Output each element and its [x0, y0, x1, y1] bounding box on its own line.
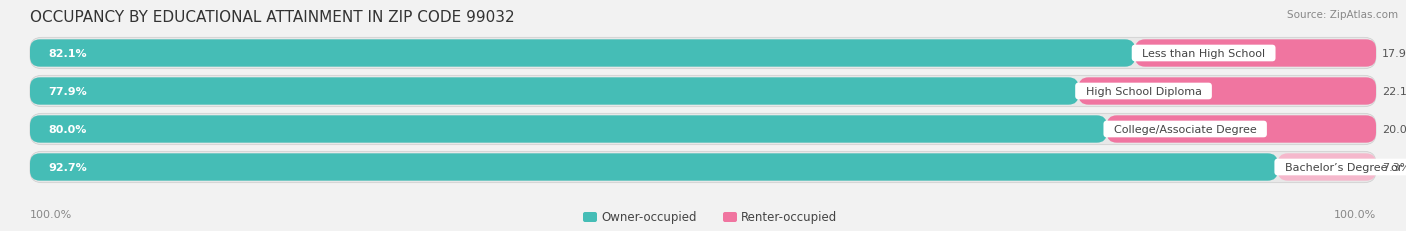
FancyBboxPatch shape: [30, 38, 1376, 69]
Text: 80.0%: 80.0%: [48, 125, 86, 134]
Text: 100.0%: 100.0%: [1334, 209, 1376, 219]
FancyBboxPatch shape: [30, 40, 1135, 67]
FancyBboxPatch shape: [1278, 154, 1376, 181]
FancyBboxPatch shape: [1107, 116, 1376, 143]
FancyBboxPatch shape: [723, 212, 737, 222]
Text: Bachelor’s Degree or higher: Bachelor’s Degree or higher: [1278, 162, 1406, 172]
FancyBboxPatch shape: [1135, 40, 1376, 67]
Text: 7.3%: 7.3%: [1382, 162, 1406, 172]
Text: Renter-occupied: Renter-occupied: [741, 211, 837, 224]
FancyBboxPatch shape: [30, 152, 1376, 183]
FancyBboxPatch shape: [30, 114, 1376, 145]
Text: Less than High School: Less than High School: [1135, 49, 1272, 59]
Text: OCCUPANCY BY EDUCATIONAL ATTAINMENT IN ZIP CODE 99032: OCCUPANCY BY EDUCATIONAL ATTAINMENT IN Z…: [30, 10, 515, 25]
Text: High School Diploma: High School Diploma: [1078, 87, 1209, 97]
FancyBboxPatch shape: [583, 212, 598, 222]
Text: 100.0%: 100.0%: [30, 209, 72, 219]
FancyBboxPatch shape: [30, 116, 1107, 143]
Text: 82.1%: 82.1%: [48, 49, 87, 59]
Text: 20.0%: 20.0%: [1382, 125, 1406, 134]
Text: Owner-occupied: Owner-occupied: [600, 211, 696, 224]
FancyBboxPatch shape: [1078, 78, 1376, 105]
FancyBboxPatch shape: [30, 78, 1078, 105]
Text: 17.9%: 17.9%: [1382, 49, 1406, 59]
Text: 22.1%: 22.1%: [1382, 87, 1406, 97]
Text: Source: ZipAtlas.com: Source: ZipAtlas.com: [1286, 10, 1398, 20]
Text: 77.9%: 77.9%: [48, 87, 87, 97]
FancyBboxPatch shape: [30, 76, 1376, 107]
FancyBboxPatch shape: [30, 154, 1278, 181]
Text: College/Associate Degree: College/Associate Degree: [1107, 125, 1264, 134]
Text: 92.7%: 92.7%: [48, 162, 87, 172]
